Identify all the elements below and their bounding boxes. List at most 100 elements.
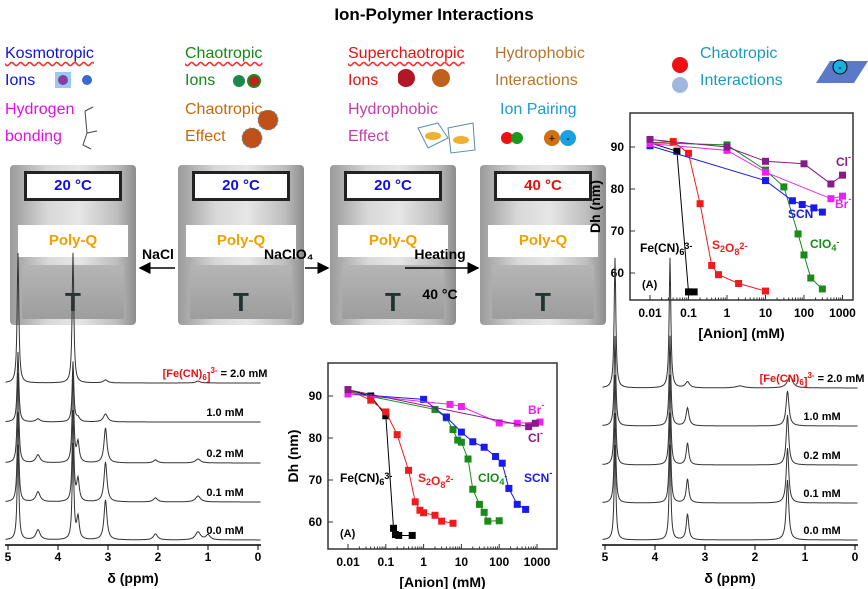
x-tick-label: 0.01 [638,306,662,320]
trace-label: 0.1 mM [206,487,243,499]
data-point [395,531,403,539]
series-line [649,141,766,292]
data-point [393,431,401,439]
data-point [762,157,769,165]
data-point [714,271,722,279]
series-label: ClO4- [810,237,839,253]
concept-label-line1: Chaotropic [700,45,778,62]
concept-label: Chaotropic Interactions [700,40,783,94]
concept-label-line2: Effect [185,128,226,145]
data-point [475,500,483,508]
x-tick-label: 0.1 [377,555,394,569]
y-tick-label: 60 [611,266,625,280]
data-point [344,386,352,394]
x-tick-label: 4 [55,550,62,564]
nmr-spectrum-trace [5,371,261,464]
y-tick-label: 60 [309,515,323,529]
data-point [646,140,654,148]
data-point [457,403,465,410]
x-tick-label: 100 [794,306,814,320]
series-label: Br- [835,194,851,211]
vial-liquid [342,265,444,319]
data-point [498,459,506,467]
x-tick-label: 1 [724,306,731,320]
data-point [495,517,503,525]
hydrophobic-spheres-icon [672,57,688,93]
data-point [536,418,544,426]
nmr-spectrum-trace [5,442,261,541]
x-axis-label: [Anion] (mM) [399,574,485,589]
data-point [708,261,716,269]
cluster-icon [241,110,279,149]
data-point [505,484,513,492]
concept-label-line2: Ions [348,72,379,89]
data-point [762,177,769,185]
nmr-spectrum-trace [602,412,858,504]
data-point [469,485,477,493]
data-point [723,143,731,151]
data-point [685,149,692,157]
vial: 40 °C Poly-Q T [480,165,606,325]
kosmotropic-ion-icon [55,72,92,88]
trace-label: 0.0 mM [803,525,840,537]
vial-label: Poly-Q [186,225,296,257]
nmr-spectrum-trace [602,444,858,541]
concept-label: Hydrophobic Effect [348,96,438,150]
y-tick-label: 70 [309,473,323,487]
ion-pair-icon: + - [501,130,576,146]
data-point [735,280,743,287]
vial-temperature: 20 °C [192,171,290,201]
concept-label: Hydrophobic Interactions [495,40,585,94]
x-tick-label: 1 [205,550,212,564]
vial: 20 °C Poly-Q T [10,165,136,325]
vial-mark: T [65,287,81,317]
concentration-label: [Fe(CN)6]3- = 2.0 mM [760,371,865,388]
series-line [347,389,413,536]
plot-frame [327,362,558,550]
data-point [818,208,826,216]
series-line [649,142,695,293]
concept-label-line1: Ion Pairing [500,101,577,118]
concept-label-line2: bonding [5,128,62,145]
data-point [469,438,477,446]
series-label: ClO4- [478,471,507,487]
x-tick-label: 3 [702,550,709,564]
trace-label: 0.2 mM [803,450,840,462]
data-point [382,408,390,416]
series-label: SCN- [788,204,816,221]
concept-label-line1: Chaotropic [185,101,263,118]
nacl-label: NaCl [142,246,174,262]
data-point [405,466,413,474]
data-point [449,426,457,434]
data-point [762,168,769,176]
surface-anion-icon: - [816,59,868,83]
vial-temperature: 40 °C [494,171,592,201]
concept-label-line2: Ions [5,72,36,89]
data-point [810,204,818,212]
nmr-spectrum-trace [602,335,858,427]
x-tick-label: 0 [852,550,859,564]
data-point [788,197,796,205]
y-axis-label: Dh (nm) [587,180,603,233]
series-label: Cl- [528,428,543,445]
x-axis-label: [Anion] (mM) [698,325,784,341]
figure-title: Ion-Polymer Interactions [334,5,534,24]
concept-label-line2: Interactions [495,72,578,89]
data-point [827,180,835,188]
data-point [480,508,488,516]
vial-mark: T [385,287,401,317]
x-tick-label: 0.1 [680,306,697,320]
nmr-spectrum-trace [5,252,261,384]
x-axis-label: δ (ppm) [107,570,158,586]
nmr-spectrum-trace [602,374,858,466]
x-tick-label: 2 [155,550,162,564]
series-line [347,389,536,428]
vial-mark: T [535,287,551,317]
y-tick-label: 70 [611,224,625,238]
data-point [800,160,808,168]
data-point [431,511,439,519]
heating-temp-label: 40 °C [422,286,458,302]
data-point [446,400,454,408]
data-point [492,452,500,460]
x-tick-label: 10 [455,555,469,569]
